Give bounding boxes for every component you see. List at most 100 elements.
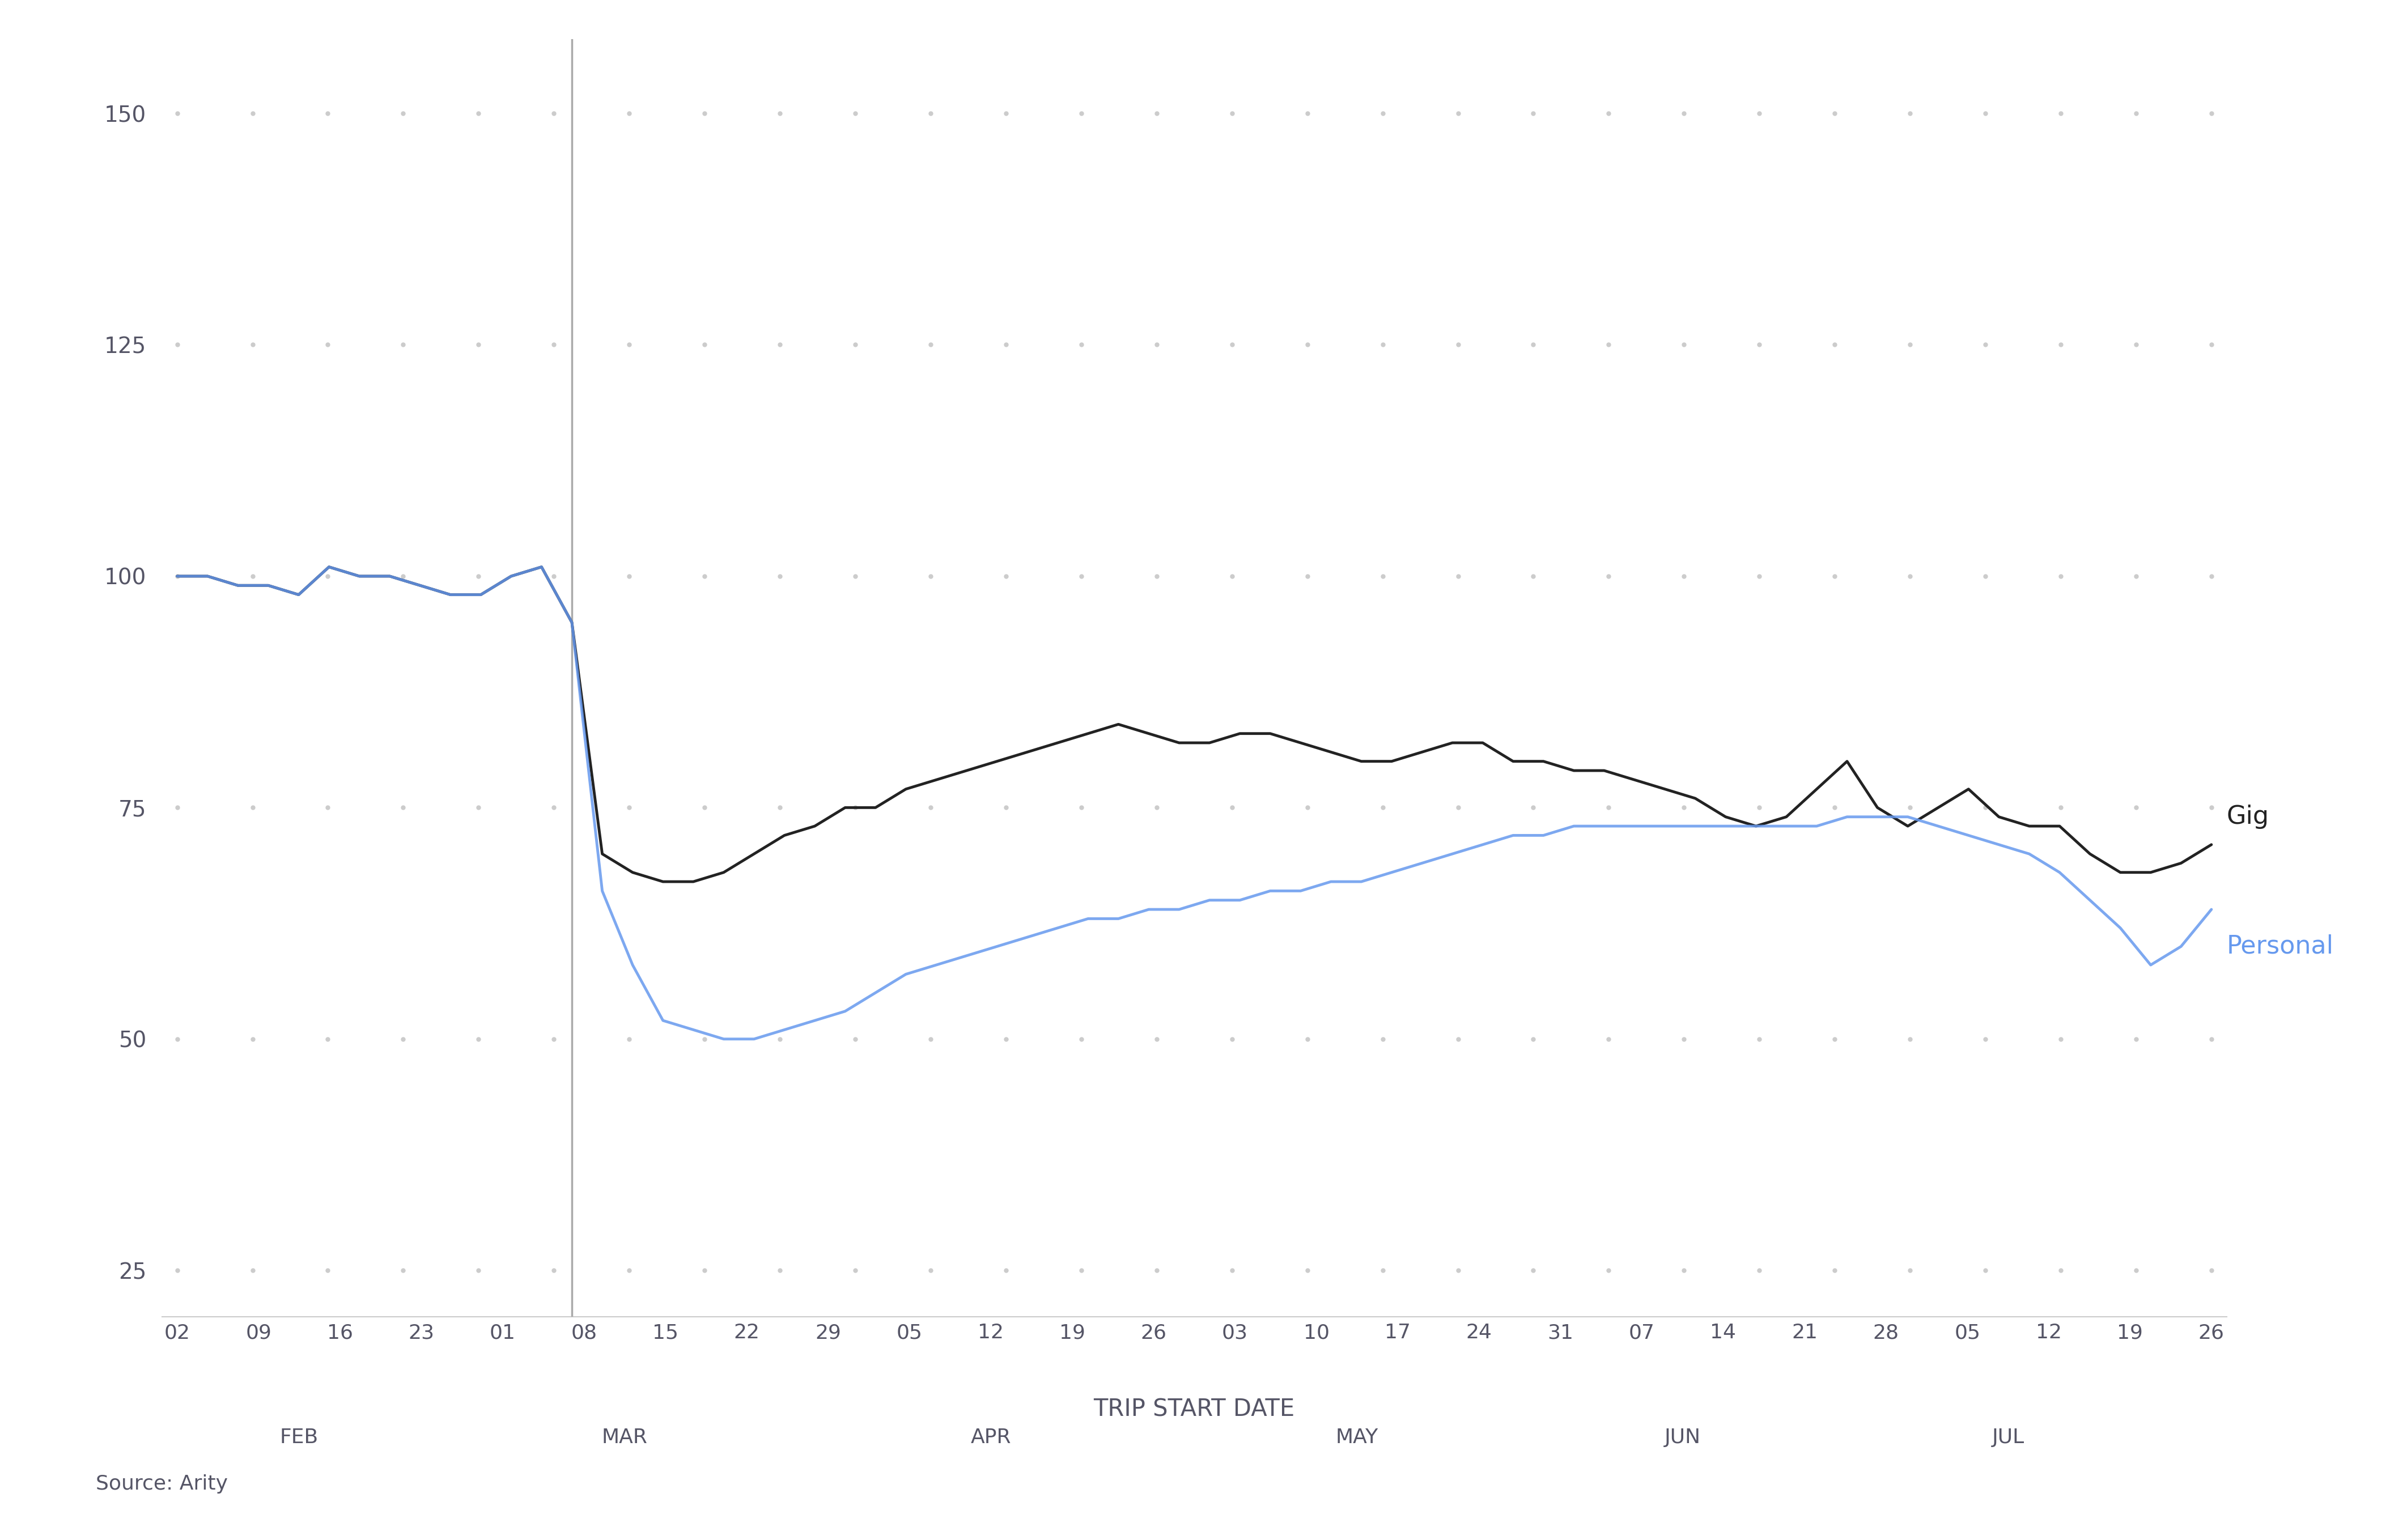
Point bbox=[1365, 333, 1403, 357]
Point bbox=[2192, 1258, 2230, 1283]
Point bbox=[686, 564, 724, 588]
Point bbox=[1212, 1027, 1250, 1052]
Point bbox=[1439, 102, 1477, 126]
Point bbox=[911, 1027, 949, 1052]
Point bbox=[1365, 1258, 1403, 1283]
Text: APR: APR bbox=[970, 1428, 1011, 1448]
Point bbox=[234, 1027, 272, 1052]
Point bbox=[1138, 795, 1176, 819]
Text: MAR: MAR bbox=[602, 1428, 648, 1448]
Text: Source: Arity: Source: Arity bbox=[96, 1474, 227, 1494]
Point bbox=[1816, 1027, 1855, 1052]
Point bbox=[308, 1027, 347, 1052]
Point bbox=[1061, 1027, 1099, 1052]
Point bbox=[1365, 795, 1403, 819]
Point bbox=[1061, 102, 1099, 126]
Text: JUN: JUN bbox=[1663, 1428, 1702, 1448]
Point bbox=[1967, 1027, 2005, 1052]
Point bbox=[2118, 1027, 2156, 1052]
Point bbox=[686, 795, 724, 819]
Point bbox=[158, 795, 196, 819]
Point bbox=[2118, 102, 2156, 126]
Point bbox=[1288, 795, 1326, 819]
Point bbox=[385, 1027, 423, 1052]
Point bbox=[1061, 795, 1099, 819]
Point bbox=[1061, 333, 1099, 357]
Point bbox=[308, 795, 347, 819]
Point bbox=[535, 333, 574, 357]
Point bbox=[1138, 102, 1176, 126]
Point bbox=[1439, 795, 1477, 819]
Point bbox=[158, 333, 196, 357]
Point bbox=[1439, 1027, 1477, 1052]
Point bbox=[1890, 102, 1929, 126]
Point bbox=[760, 1258, 798, 1283]
Point bbox=[1515, 1258, 1554, 1283]
Point bbox=[158, 564, 196, 588]
Point bbox=[535, 1027, 574, 1052]
Point bbox=[609, 1258, 648, 1283]
Point bbox=[158, 102, 196, 126]
Point bbox=[987, 102, 1025, 126]
Point bbox=[2192, 1027, 2230, 1052]
Point bbox=[459, 564, 497, 588]
X-axis label: TRIP START DATE: TRIP START DATE bbox=[1095, 1397, 1295, 1421]
Point bbox=[987, 333, 1025, 357]
Point bbox=[836, 564, 875, 588]
Point bbox=[1365, 564, 1403, 588]
Point bbox=[385, 564, 423, 588]
Point bbox=[535, 795, 574, 819]
Point bbox=[1666, 102, 1704, 126]
Point bbox=[1816, 1258, 1855, 1283]
Point bbox=[1515, 102, 1554, 126]
Point bbox=[2118, 564, 2156, 588]
Point bbox=[1061, 1258, 1099, 1283]
Point bbox=[760, 102, 798, 126]
Point bbox=[234, 1258, 272, 1283]
Point bbox=[609, 1027, 648, 1052]
Point bbox=[2192, 333, 2230, 357]
Point bbox=[1138, 333, 1176, 357]
Point bbox=[158, 1027, 196, 1052]
Point bbox=[1138, 564, 1176, 588]
Point bbox=[1212, 333, 1250, 357]
Point bbox=[1288, 333, 1326, 357]
Point bbox=[911, 795, 949, 819]
Point bbox=[609, 333, 648, 357]
Point bbox=[1212, 1258, 1250, 1283]
Text: Gig: Gig bbox=[2227, 805, 2268, 829]
Point bbox=[234, 102, 272, 126]
Point bbox=[459, 1258, 497, 1283]
Point bbox=[385, 333, 423, 357]
Point bbox=[987, 795, 1025, 819]
Point bbox=[1740, 1027, 1778, 1052]
Point bbox=[911, 1258, 949, 1283]
Point bbox=[459, 333, 497, 357]
Point bbox=[1439, 564, 1477, 588]
Point bbox=[1589, 795, 1628, 819]
Point bbox=[987, 564, 1025, 588]
Point bbox=[535, 564, 574, 588]
Point bbox=[1666, 333, 1704, 357]
Point bbox=[760, 564, 798, 588]
Point bbox=[2118, 795, 2156, 819]
Point bbox=[1288, 1027, 1326, 1052]
Point bbox=[911, 333, 949, 357]
Point bbox=[234, 564, 272, 588]
Point bbox=[2041, 1258, 2079, 1283]
Point bbox=[1666, 564, 1704, 588]
Point bbox=[1515, 333, 1554, 357]
Point bbox=[1439, 1258, 1477, 1283]
Point bbox=[234, 795, 272, 819]
Point bbox=[1589, 1027, 1628, 1052]
Point bbox=[459, 795, 497, 819]
Point bbox=[1967, 1258, 2005, 1283]
Point bbox=[1890, 564, 1929, 588]
Point bbox=[686, 1258, 724, 1283]
Point bbox=[609, 102, 648, 126]
Text: Personal: Personal bbox=[2227, 935, 2333, 958]
Point bbox=[987, 1258, 1025, 1283]
Point bbox=[1740, 564, 1778, 588]
Point bbox=[760, 333, 798, 357]
Point bbox=[1138, 1027, 1176, 1052]
